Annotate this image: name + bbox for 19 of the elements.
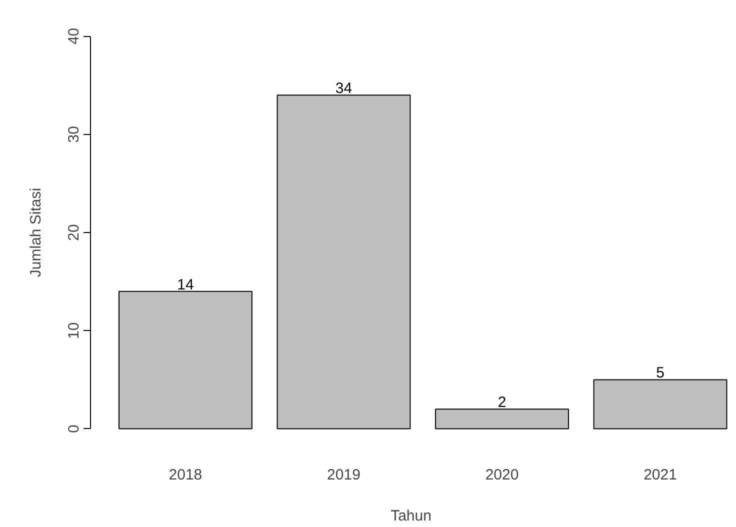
bar	[593, 379, 728, 430]
x-tick-label: 2021	[644, 466, 677, 484]
data-label: 5	[656, 364, 664, 382]
bar	[435, 408, 569, 430]
bar	[276, 94, 411, 430]
bar	[118, 290, 252, 430]
x-tick-label: 2020	[485, 466, 519, 484]
y-tick-label: 40	[66, 28, 82, 45]
x-tick-label: 2018	[168, 466, 202, 484]
y-axis-title: Jumlah Sitasi	[28, 188, 44, 278]
x-tick-label: 2019	[327, 466, 360, 484]
data-label: 34	[335, 80, 352, 98]
y-tick-label: 30	[66, 126, 82, 143]
y-tick-label: 10	[66, 322, 82, 339]
y-tick-label: 0	[66, 424, 82, 433]
y-tick-label: 20	[66, 224, 82, 241]
data-label: 2	[498, 394, 506, 412]
x-axis-title: Tahun	[390, 508, 432, 524]
data-label: 14	[177, 276, 194, 294]
